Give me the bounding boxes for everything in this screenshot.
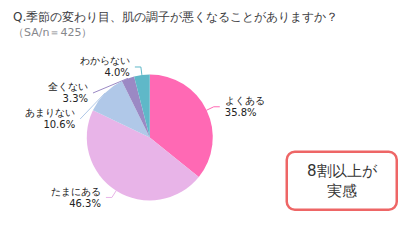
- svg-text:わからない: わからない: [80, 55, 130, 66]
- svg-text:35.8%: 35.8%: [225, 107, 257, 118]
- svg-text:よくある: よくある: [225, 95, 265, 106]
- svg-text:3.3%: 3.3%: [63, 93, 88, 104]
- svg-text:実感: 実感: [327, 182, 357, 200]
- svg-text:あまりない: あまりない: [25, 107, 75, 118]
- svg-text:8割以上が: 8割以上が: [307, 162, 378, 180]
- svg-text:46.3%: 46.3%: [69, 198, 101, 209]
- svg-text:たまにある: たまにある: [51, 186, 101, 197]
- svg-text:全くない: 全くない: [48, 81, 88, 92]
- svg-text:10.6%: 10.6%: [43, 119, 75, 130]
- svg-text:Q.季節の変わり目、肌の調子が悪くなることがありますか？: Q.季節の変わり目、肌の調子が悪くなることがありますか？: [13, 10, 338, 24]
- svg-text:4.0%: 4.0%: [104, 67, 129, 78]
- svg-text:（SA/n＝425）: （SA/n＝425）: [13, 26, 92, 39]
